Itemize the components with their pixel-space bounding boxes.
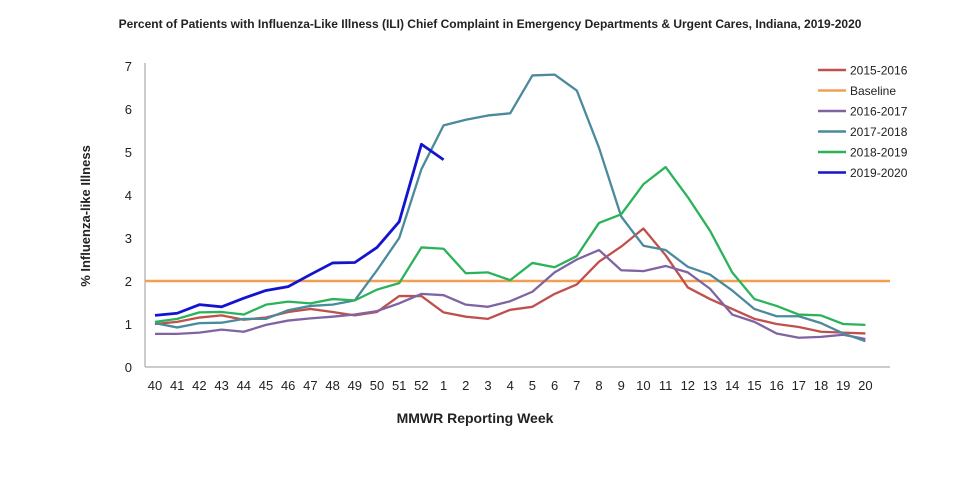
y-tick-label: 3 [125,231,132,246]
y-axis-label: % Influenza-like Illness [78,145,93,287]
x-tick-label: 6 [551,378,558,393]
x-tick-label: 15 [747,378,761,393]
x-tick-label: 3 [484,378,491,393]
x-tick-label: 13 [703,378,717,393]
x-tick-label: 16 [769,378,783,393]
x-tick-label: 5 [529,378,536,393]
x-tick-label: 45 [259,378,273,393]
x-tick-label: 10 [636,378,650,393]
series-line-2016-2017 [155,248,866,341]
y-tick-label: 0 [125,360,132,375]
x-tick-label: 51 [392,378,406,393]
x-tick-label: 4 [507,378,514,393]
x-tick-label: 11 [659,378,673,393]
x-tick-label: 40 [148,378,162,393]
y-tick-label: 1 [125,317,132,332]
x-tick-label: 2 [462,378,469,393]
x-tick-label: 17 [792,378,806,393]
x-tick-label: 14 [725,378,739,393]
x-tick-label: 52 [414,378,428,393]
series-line-2019-2020 [154,142,445,317]
x-tick-label: 49 [348,378,362,393]
chart-title: Percent of Patients with Influenza-Like … [119,17,862,31]
x-tick-label: 20 [858,378,872,393]
x-tick-label: 46 [281,378,295,393]
legend-label: 2019-2020 [850,166,908,180]
x-tick-label: 50 [370,378,384,393]
x-tick-label: 7 [573,378,580,393]
x-tick-label: 12 [681,378,695,393]
y-tick-label: 6 [125,102,132,117]
y-tick-label: 7 [125,59,132,74]
x-tick-label: 48 [325,378,339,393]
x-axis-label: MMWR Reporting Week [397,410,554,426]
y-tick-label: 2 [125,274,132,289]
x-tick-label: 47 [303,378,317,393]
series-line-2018-2019 [154,165,866,327]
legend-label: 2015-2016 [850,64,908,78]
y-tick-label: 5 [125,145,132,160]
legend-label: 2017-2018 [850,125,908,139]
x-tick-label: 44 [237,378,251,393]
x-tick-label: 1 [440,378,447,393]
legend-label: 2016-2017 [850,105,908,119]
x-tick-label: 8 [595,378,602,393]
legend-label: 2018-2019 [850,146,908,160]
x-tick-label: 42 [192,378,206,393]
series-line-2017-2018 [154,73,866,343]
x-tick-label: 19 [836,378,850,393]
legend-label: Baseline [850,84,896,98]
x-tick-label: 41 [170,378,184,393]
y-tick-label: 4 [125,188,132,203]
x-tick-label: 18 [814,378,828,393]
x-tick-label: 43 [214,378,228,393]
x-tick-label: 9 [618,378,625,393]
